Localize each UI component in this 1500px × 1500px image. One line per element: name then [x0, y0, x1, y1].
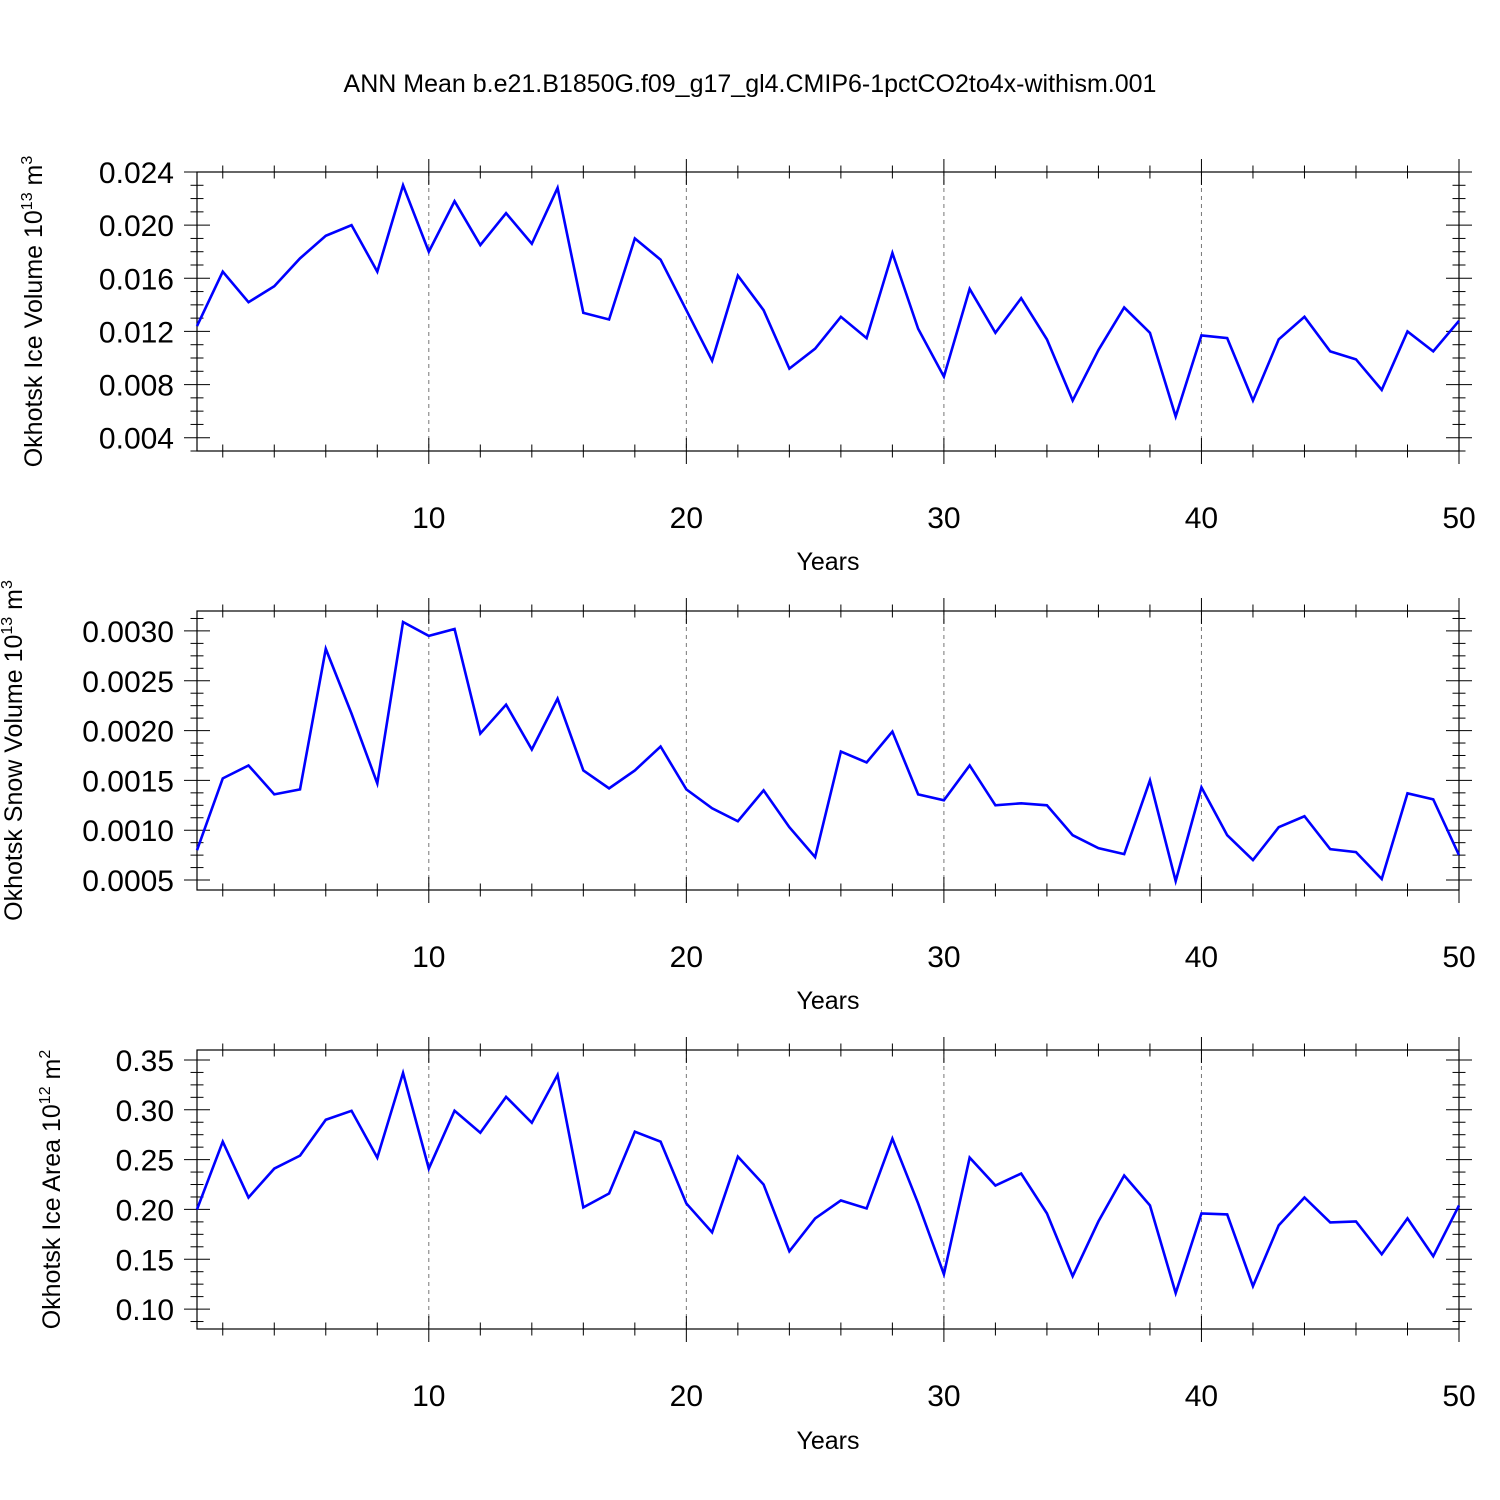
series-line: [195, 619, 1461, 887]
y-axis-label: Okhotsk Snow Volume 1013 m3: [0, 580, 28, 921]
figure-title: ANN Mean b.e21.B1850G.f09_g17_gl4.CMIP6-…: [343, 70, 1157, 98]
y-axis-label: Okhotsk Ice Volume 1013 m3: [19, 156, 48, 468]
x-tick-label: 10: [412, 1380, 445, 1413]
x-axis-label: Years: [796, 548, 859, 576]
x-tick-label: 40: [1185, 1380, 1218, 1413]
panel-snow-volume: 10 20 30 40 50 0.0005 0.0010 0.0015 0.0020 0.0025…: [0, 580, 1476, 1015]
plot-frame: [196, 1049, 1460, 1330]
x-tick-label: 40: [1185, 502, 1218, 535]
x-tick-label: 20: [670, 941, 703, 974]
y-tick-label: 0.30: [116, 1095, 174, 1128]
x-tick-label: 10: [412, 502, 445, 535]
panel-ice-area: 10 20 30 40 50 0.10 0.15 0.20 0.25 0.30 0.35 Years O…: [37, 1037, 1476, 1455]
y-tick-label: 0.0010: [82, 815, 174, 848]
y-tick-label: 0.016: [99, 263, 174, 296]
y-tick-label: 0.35: [116, 1045, 174, 1078]
plot-frame: [196, 171, 1460, 452]
x-axis-label: Years: [796, 987, 859, 1015]
y-tick-label: 0.25: [116, 1145, 174, 1178]
y-tick-label: 0.0015: [82, 765, 174, 798]
x-tick-label: 30: [927, 1380, 960, 1413]
x-tick-label: 50: [1442, 1380, 1475, 1413]
plot-frame: [196, 610, 1460, 891]
x-tick-label: 30: [927, 502, 960, 535]
y-tick-label: 0.004: [99, 423, 174, 456]
y-tick-label: 0.10: [116, 1294, 174, 1327]
x-tick-label: 50: [1442, 502, 1475, 535]
x-axis-label: Years: [796, 1427, 859, 1455]
x-tick-label: 50: [1442, 941, 1475, 974]
y-tick-label: 0.020: [99, 210, 174, 243]
y-tick-label: 0.20: [116, 1194, 174, 1227]
y-tick-label: 0.024: [99, 157, 174, 190]
y-axis-label: Okhotsk Ice Area 1012 m2: [37, 1050, 66, 1330]
y-tick-label: 0.0025: [82, 666, 174, 699]
x-tick-label: 10: [412, 941, 445, 974]
x-tick-label: 20: [670, 502, 703, 535]
y-tick-label: 0.0005: [82, 865, 174, 898]
y-tick-label: 0.008: [99, 370, 174, 403]
series-line: [195, 181, 1460, 421]
y-tick-label: 0.15: [116, 1244, 174, 1277]
x-tick-label: 30: [927, 941, 960, 974]
series-line: [195, 1068, 1461, 1298]
x-tick-label: 20: [670, 1380, 703, 1413]
x-tick-label: 40: [1185, 941, 1218, 974]
y-tick-label: 0.0030: [82, 616, 174, 649]
panel-ice-volume: 10 20 30 40 50 0.004 0.008 0.012 0.016 0.020 0.024…: [19, 156, 1476, 576]
y-tick-label: 0.012: [99, 316, 174, 349]
y-tick-label: 0.0020: [82, 716, 174, 749]
